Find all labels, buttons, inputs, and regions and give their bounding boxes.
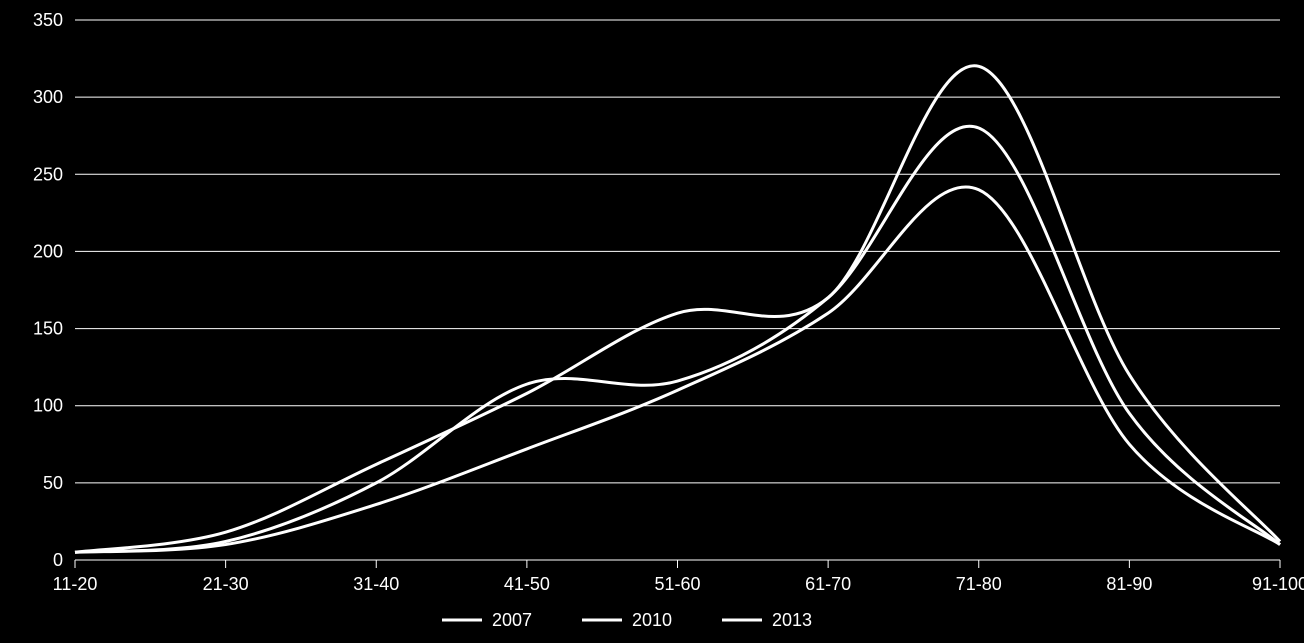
y-axis-label: 350 bbox=[33, 10, 63, 30]
x-axis-label: 11-20 bbox=[53, 574, 98, 594]
x-axis-label: 41-50 bbox=[504, 574, 550, 594]
legend-label: 2010 bbox=[632, 610, 672, 630]
series-2010 bbox=[75, 126, 1280, 552]
y-axis-label: 100 bbox=[33, 396, 63, 416]
x-axis-label: 61-70 bbox=[805, 574, 851, 594]
series-2013 bbox=[75, 66, 1280, 553]
series-2007 bbox=[75, 187, 1280, 552]
x-axis-label: 81-90 bbox=[1106, 574, 1152, 594]
line-chart: 0 50 100 150 200 250 300 350 11-20 21-30 31-40 41-5… bbox=[0, 0, 1304, 643]
y-axis-label: 0 bbox=[53, 550, 63, 570]
x-axis-label: 21-30 bbox=[203, 574, 249, 594]
x-axis-label: 51-60 bbox=[654, 574, 700, 594]
y-axis-label: 150 bbox=[33, 319, 63, 339]
y-axis-label: 300 bbox=[33, 87, 63, 107]
y-axis-label: 200 bbox=[33, 241, 63, 261]
chart-container: 0 50 100 150 200 250 300 350 11-20 21-30 31-40 41-5… bbox=[0, 0, 1304, 643]
legend-label: 2013 bbox=[772, 610, 812, 630]
x-axis-label: 91-100 bbox=[1252, 574, 1304, 594]
y-axis-label: 250 bbox=[33, 164, 63, 184]
x-axis-label: 31-40 bbox=[353, 574, 399, 594]
x-axis-label: 71-80 bbox=[956, 574, 1002, 594]
y-axis-label: 50 bbox=[43, 473, 63, 493]
legend-label: 2007 bbox=[492, 610, 532, 630]
